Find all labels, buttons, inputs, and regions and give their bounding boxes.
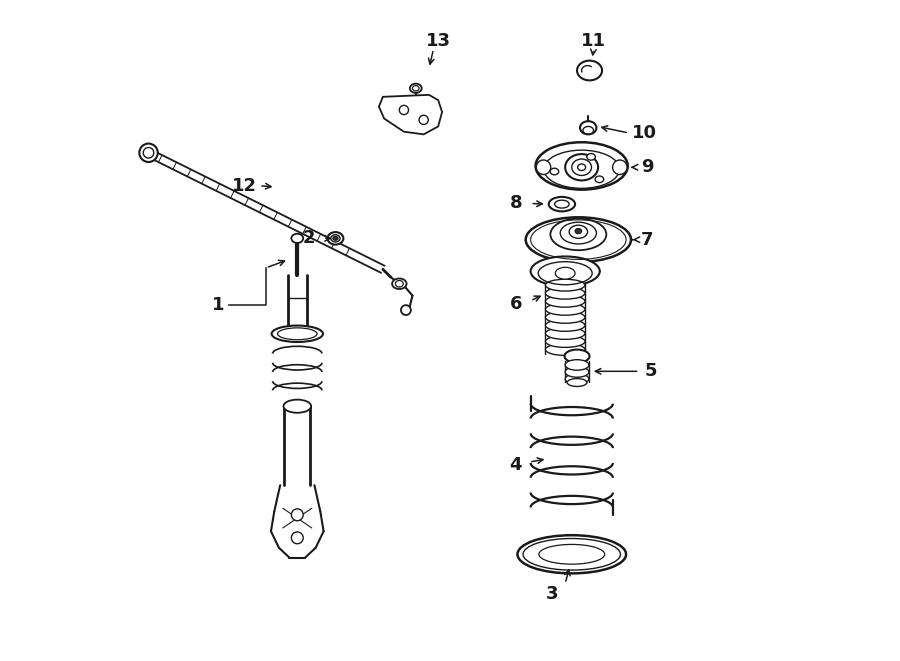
Ellipse shape	[401, 305, 410, 315]
Ellipse shape	[292, 509, 303, 521]
Ellipse shape	[555, 267, 575, 279]
Ellipse shape	[545, 279, 585, 291]
Text: 3: 3	[545, 585, 558, 603]
Ellipse shape	[545, 327, 585, 339]
Text: 8: 8	[509, 194, 522, 212]
Ellipse shape	[565, 373, 589, 384]
Ellipse shape	[526, 217, 631, 262]
Ellipse shape	[580, 121, 597, 134]
Ellipse shape	[564, 350, 590, 363]
Ellipse shape	[272, 326, 323, 342]
Ellipse shape	[578, 164, 586, 171]
Ellipse shape	[545, 344, 585, 356]
Ellipse shape	[577, 61, 602, 81]
Ellipse shape	[595, 176, 604, 182]
Ellipse shape	[565, 367, 589, 377]
Ellipse shape	[328, 232, 344, 245]
Ellipse shape	[545, 319, 585, 331]
Text: 6: 6	[510, 295, 523, 313]
Ellipse shape	[410, 84, 422, 93]
Text: 7: 7	[641, 231, 653, 249]
Ellipse shape	[545, 311, 585, 323]
Text: 4: 4	[509, 457, 522, 475]
Ellipse shape	[284, 400, 311, 412]
Text: 12: 12	[232, 176, 257, 195]
Ellipse shape	[545, 336, 585, 348]
Ellipse shape	[587, 153, 596, 160]
Text: 11: 11	[581, 32, 606, 50]
Ellipse shape	[575, 229, 581, 234]
Ellipse shape	[531, 256, 599, 286]
Ellipse shape	[419, 115, 428, 124]
Ellipse shape	[518, 535, 626, 573]
Ellipse shape	[292, 532, 303, 544]
Ellipse shape	[545, 288, 585, 299]
Ellipse shape	[536, 142, 627, 190]
Ellipse shape	[400, 105, 409, 114]
Ellipse shape	[545, 303, 585, 315]
Text: 2: 2	[302, 229, 315, 247]
Ellipse shape	[333, 237, 338, 241]
Ellipse shape	[613, 160, 627, 175]
Ellipse shape	[140, 143, 158, 162]
Ellipse shape	[565, 360, 589, 370]
Ellipse shape	[392, 278, 407, 289]
Ellipse shape	[292, 234, 303, 243]
Ellipse shape	[549, 197, 575, 212]
Text: 1: 1	[212, 297, 225, 315]
Ellipse shape	[536, 160, 551, 175]
Text: 10: 10	[633, 124, 657, 142]
Text: 9: 9	[641, 158, 653, 176]
Ellipse shape	[550, 169, 559, 175]
Ellipse shape	[545, 295, 585, 307]
Text: 5: 5	[644, 362, 657, 380]
Ellipse shape	[567, 379, 587, 387]
Text: 13: 13	[427, 32, 451, 50]
Ellipse shape	[565, 154, 599, 180]
